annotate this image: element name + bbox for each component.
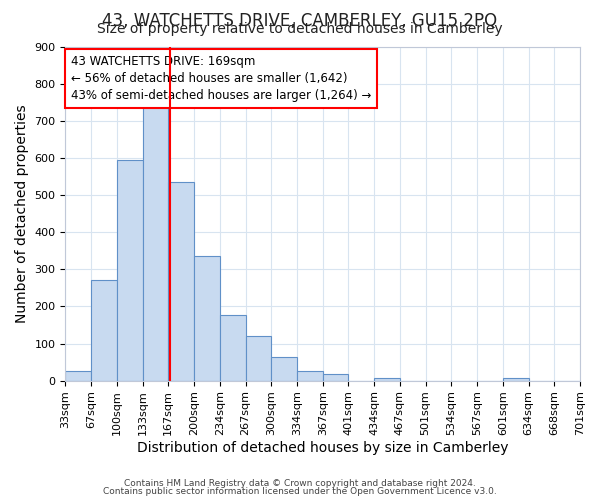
Text: Size of property relative to detached houses in Camberley: Size of property relative to detached ho…: [97, 22, 503, 36]
Bar: [91, 280, 117, 380]
Bar: [374, 378, 400, 380]
Bar: [220, 314, 245, 380]
Bar: [194, 256, 220, 380]
Bar: [503, 378, 529, 380]
Bar: [65, 372, 91, 380]
Bar: [245, 336, 271, 380]
Y-axis label: Number of detached properties: Number of detached properties: [15, 104, 29, 323]
Text: Contains public sector information licensed under the Open Government Licence v3: Contains public sector information licen…: [103, 487, 497, 496]
Bar: [271, 356, 297, 380]
Bar: [143, 106, 169, 380]
Bar: [323, 374, 349, 380]
Text: 43, WATCHETTS DRIVE, CAMBERLEY, GU15 2PQ: 43, WATCHETTS DRIVE, CAMBERLEY, GU15 2PQ: [103, 12, 497, 30]
X-axis label: Distribution of detached houses by size in Camberley: Distribution of detached houses by size …: [137, 441, 508, 455]
Text: Contains HM Land Registry data © Crown copyright and database right 2024.: Contains HM Land Registry data © Crown c…: [124, 478, 476, 488]
Text: 43 WATCHETTS DRIVE: 169sqm
← 56% of detached houses are smaller (1,642)
43% of s: 43 WATCHETTS DRIVE: 169sqm ← 56% of deta…: [71, 55, 371, 102]
Bar: [169, 182, 194, 380]
Bar: [117, 160, 143, 380]
Bar: [297, 372, 323, 380]
